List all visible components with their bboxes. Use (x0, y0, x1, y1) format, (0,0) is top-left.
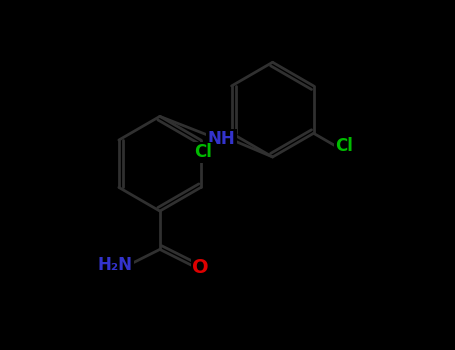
Text: NH: NH (208, 130, 236, 148)
Text: O: O (192, 258, 209, 277)
Text: Cl: Cl (194, 144, 212, 161)
Text: H₂N: H₂N (97, 256, 132, 274)
Text: Cl: Cl (335, 137, 353, 155)
